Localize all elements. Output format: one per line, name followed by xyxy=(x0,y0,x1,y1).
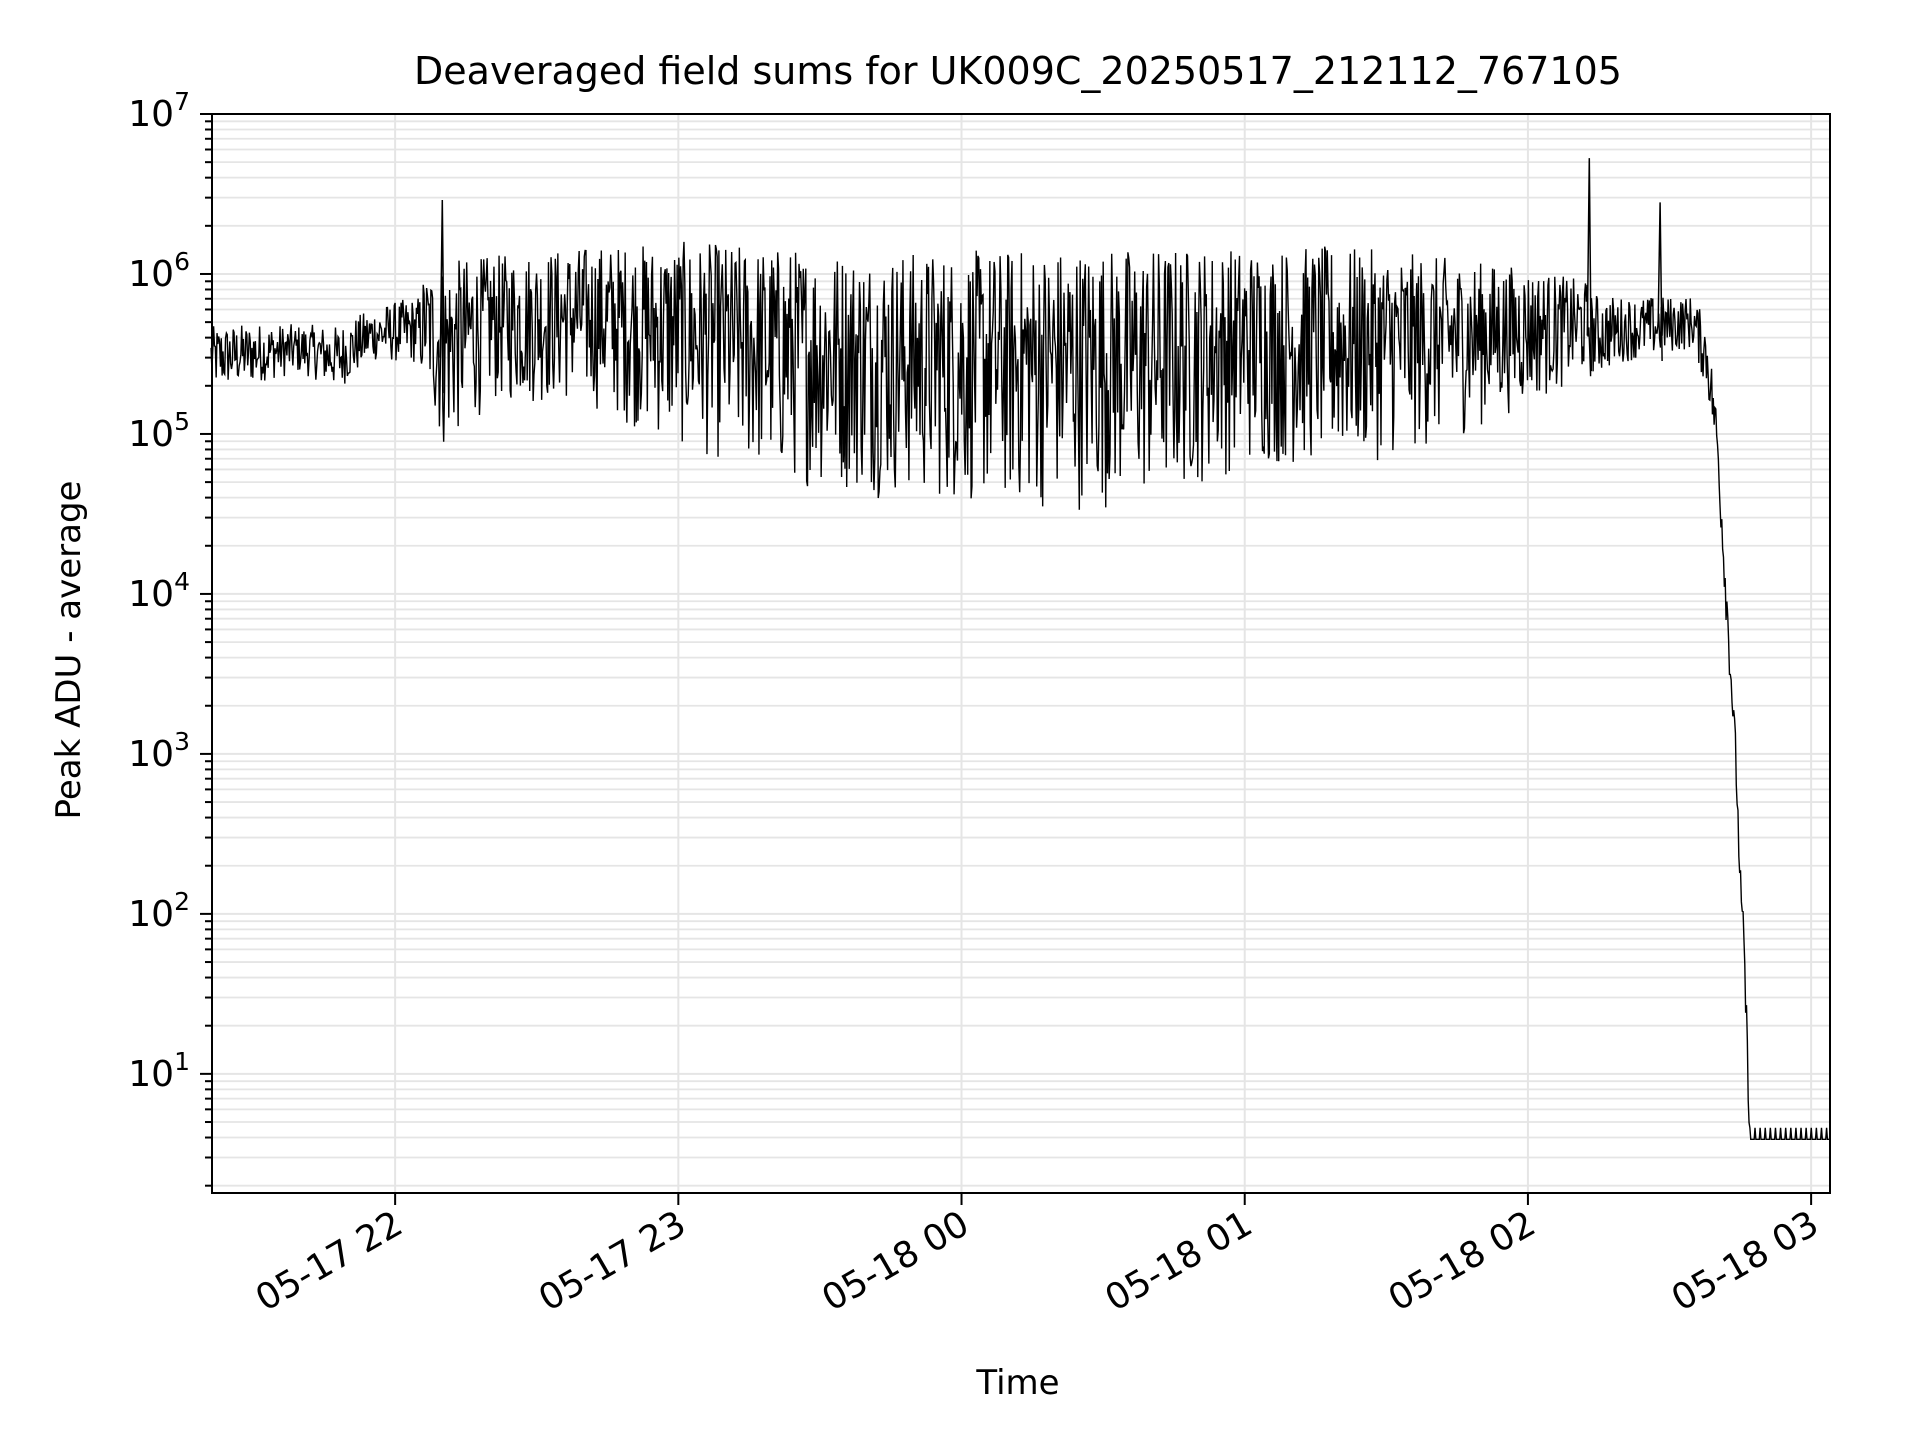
plot-frame xyxy=(211,113,1831,1194)
grid-layer xyxy=(212,113,1830,1193)
series-line xyxy=(210,241,1830,1140)
x-axis-label: Time xyxy=(975,1363,1059,1403)
y-tick-label: 105 xyxy=(128,407,190,455)
spike-point xyxy=(439,199,446,394)
y-tick-label: 107 xyxy=(128,87,190,135)
spike-point xyxy=(1586,158,1593,372)
y-axis-label: Peak ADU - average xyxy=(49,481,89,820)
chart-title: Deaveraged field sums for UK009C_2025051… xyxy=(414,49,1622,93)
y-tick-label: 106 xyxy=(128,247,190,295)
y-tick-label: 103 xyxy=(128,727,190,775)
spike-point xyxy=(1657,202,1663,362)
y-tick-label: 102 xyxy=(128,887,190,935)
y-tick-label: 101 xyxy=(128,1047,190,1095)
data-layer xyxy=(210,158,1830,1140)
y-tick-label: 104 xyxy=(128,567,190,615)
